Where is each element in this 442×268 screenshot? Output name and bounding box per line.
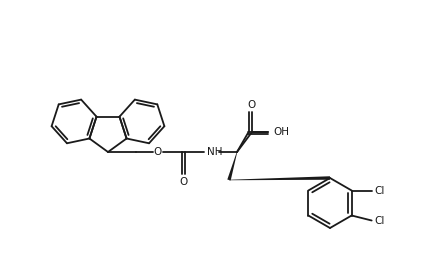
- Text: NH: NH: [207, 147, 222, 157]
- Text: Cl: Cl: [375, 185, 385, 195]
- Text: O: O: [247, 100, 255, 110]
- Polygon shape: [227, 152, 237, 180]
- Polygon shape: [229, 176, 330, 180]
- Text: O: O: [179, 177, 187, 187]
- Text: O: O: [154, 147, 162, 157]
- Text: Cl: Cl: [375, 215, 385, 225]
- Text: OH: OH: [273, 127, 289, 137]
